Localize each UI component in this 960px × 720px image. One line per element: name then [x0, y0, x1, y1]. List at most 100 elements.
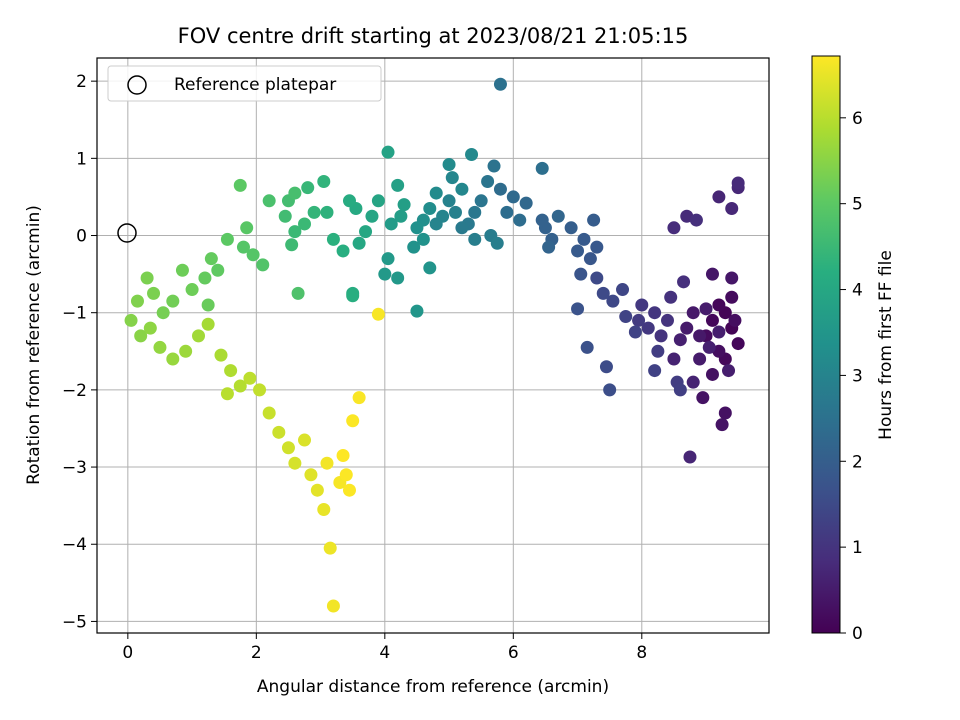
- x-tick-label: 8: [636, 643, 647, 663]
- x-tick-label: 4: [379, 643, 390, 663]
- legend-box: [107, 65, 382, 102]
- data-point: [384, 217, 398, 231]
- colorbar: 0 1 2 3 4 5 6 Hours from first FF file: [811, 55, 896, 644]
- data-point: [323, 541, 337, 555]
- data-point: [628, 325, 642, 339]
- data-point: [201, 298, 215, 312]
- data-point: [397, 198, 411, 212]
- data-point: [580, 340, 594, 354]
- data-point: [455, 182, 469, 196]
- y-axis-label: Rotation from reference (arcmin): [24, 205, 44, 485]
- data-point: [381, 145, 395, 159]
- y-tick-label: −5: [62, 612, 87, 632]
- y-tick-label: 1: [76, 149, 87, 169]
- data-point: [256, 258, 270, 272]
- data-point: [513, 213, 527, 227]
- data-point: [352, 236, 366, 250]
- data-point: [371, 194, 385, 208]
- data-point: [673, 333, 687, 347]
- data-point: [535, 161, 549, 175]
- data-point: [272, 425, 286, 439]
- data-point: [381, 252, 395, 266]
- data-point: [371, 307, 385, 321]
- data-point: [204, 252, 218, 266]
- data-point: [326, 232, 340, 246]
- data-point: [583, 252, 597, 266]
- data-point: [571, 302, 585, 316]
- data-point: [490, 236, 504, 250]
- data-point: [590, 240, 604, 254]
- colorbar-label: Hours from first FF file: [876, 250, 896, 440]
- data-point: [705, 313, 719, 327]
- data-point: [705, 267, 719, 281]
- data-point: [731, 337, 745, 351]
- y-tick-label: −1: [62, 304, 87, 324]
- x-axis-label: Angular distance from reference (arcmin): [257, 677, 609, 697]
- data-point: [140, 271, 154, 285]
- data-point: [683, 450, 697, 464]
- data-point: [224, 364, 238, 378]
- data-point: [474, 194, 488, 208]
- y-tick-label: 2: [76, 72, 87, 92]
- colorbar-ticks: 0 1 2 3 4 5 6: [840, 109, 863, 644]
- data-point: [667, 352, 681, 366]
- data-point: [211, 263, 225, 277]
- data-point: [705, 367, 719, 381]
- data-point: [680, 321, 694, 335]
- data-point: [233, 178, 247, 192]
- colorbar-tick-label: 5: [852, 195, 863, 215]
- data-point: [310, 483, 324, 497]
- legend-marker: [127, 75, 147, 95]
- chart-title: FOV centre drift starting at 2023/08/21 …: [178, 24, 689, 48]
- data-point: [616, 283, 630, 297]
- data-point: [465, 147, 479, 161]
- data-point: [198, 271, 212, 285]
- data-point: [339, 468, 353, 482]
- data-point: [317, 503, 331, 517]
- data-point: [712, 325, 726, 339]
- data-point: [493, 77, 507, 91]
- data-point: [673, 383, 687, 397]
- data-point: [394, 209, 408, 223]
- data-point: [689, 213, 703, 227]
- data-point: [423, 202, 437, 216]
- data-point: [702, 340, 716, 354]
- data-point: [712, 298, 726, 312]
- data-point: [725, 202, 739, 216]
- data-point: [715, 418, 729, 432]
- data-point: [429, 217, 443, 231]
- data-point: [285, 238, 299, 252]
- data-point: [606, 294, 620, 308]
- data-point: [320, 205, 334, 219]
- data-point: [153, 340, 167, 354]
- data-point: [359, 225, 373, 239]
- data-point: [326, 599, 340, 613]
- data-point: [346, 289, 360, 303]
- data-point: [288, 186, 302, 200]
- data-point: [596, 286, 610, 300]
- data-point: [712, 190, 726, 204]
- data-point: [468, 232, 482, 246]
- data-point: [166, 352, 180, 366]
- data-point: [442, 158, 456, 172]
- data-point: [429, 186, 443, 200]
- data-point: [243, 371, 257, 385]
- data-point: [599, 360, 613, 374]
- data-point: [336, 244, 350, 258]
- y-tick-label: 0: [76, 227, 87, 247]
- data-point: [378, 267, 392, 281]
- colorbar-tick-label: 4: [852, 281, 863, 301]
- data-point: [686, 306, 700, 320]
- data-point: [342, 194, 356, 208]
- colorbar-tick-label: 2: [852, 452, 863, 472]
- data-point: [130, 294, 144, 308]
- data-point: [686, 375, 700, 389]
- data-point: [246, 248, 260, 262]
- data-point: [506, 190, 520, 204]
- data-point: [487, 159, 501, 173]
- data-point: [603, 383, 617, 397]
- data-point: [500, 205, 514, 219]
- data-point: [648, 364, 662, 378]
- data-point: [262, 194, 276, 208]
- colorbar-tick-label: 0: [852, 624, 863, 644]
